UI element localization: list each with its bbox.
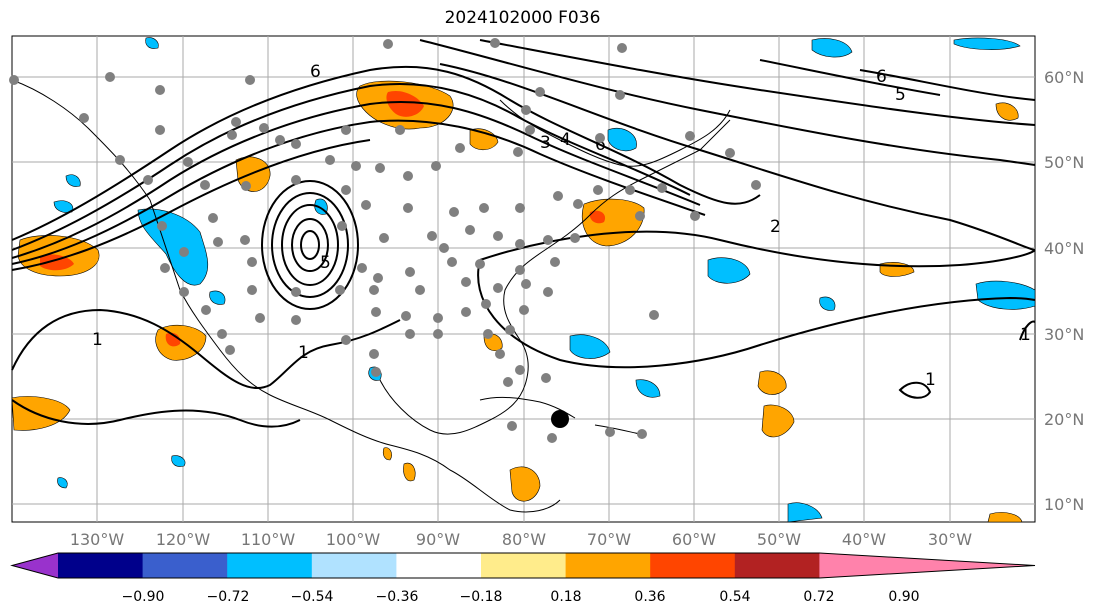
colorbar-extend-left [12, 553, 58, 578]
colorbar [10, 552, 1036, 579]
lon-label-70w: 70°W [587, 530, 631, 549]
colorbar-segment [650, 553, 736, 578]
lat-label-20n: 20°N [1044, 410, 1084, 429]
station-markers [9, 38, 761, 443]
colorbar-tick: 0.72 [803, 589, 834, 605]
colorbar-tick: −0.36 [376, 589, 419, 605]
lat-label-40n: 40°N [1044, 239, 1084, 258]
colorbar-segment [396, 553, 482, 578]
map-title: 2024102000 F036 [444, 8, 601, 28]
lon-label-50w: 50°W [757, 530, 801, 549]
contour-label-5b: 5 [320, 253, 331, 273]
colorbar-tick: −0.54 [291, 589, 334, 605]
contour-label-6: 6 [310, 62, 321, 82]
colorbar-tick: −0.90 [122, 589, 165, 605]
contour-label-1: 1 [92, 330, 103, 350]
contour-label-1b: 1 [298, 343, 309, 363]
colorbar-tick: −0.72 [207, 589, 250, 605]
colorbar-segment [481, 553, 567, 578]
colorbar-tick: 0.36 [634, 589, 665, 605]
colorbar-tick: 0.54 [719, 589, 750, 605]
contour-labels: 6 5 4 3 6 6 5 2 1 1 1 1 [92, 62, 1031, 390]
lat-label-50n: 50°N [1044, 153, 1084, 172]
lon-label-130w: 130°W [70, 530, 125, 549]
contour-label-3: 3 [540, 133, 551, 153]
storm-center-marker [551, 410, 569, 428]
lon-label-40w: 40°W [842, 530, 886, 549]
colorbar-segment [227, 553, 313, 578]
contour-label-6b: 6 [595, 135, 606, 155]
longitude-axis: 130°W 120°W 110°W 100°W 90°W 80°W 70°W 6… [70, 530, 972, 549]
lat-label-30n: 30°N [1044, 325, 1084, 344]
colorbar-segment [565, 553, 651, 578]
contour-label-1d: 1 [1020, 325, 1031, 345]
colorbar-tick: 0.18 [550, 589, 581, 605]
latitude-axis: 60°N 50°N 40°N 30°N 20°N 10°N [1044, 68, 1084, 514]
lon-label-100w: 100°W [326, 530, 381, 549]
lat-label-60n: 60°N [1044, 68, 1084, 87]
colorbar-segment [58, 553, 144, 578]
contour-label-4: 4 [560, 130, 571, 150]
lat-label-10n: 10°N [1044, 495, 1084, 514]
contour-label-2: 2 [770, 217, 781, 237]
colorbar-extend-right [819, 553, 1035, 578]
contours [11, 39, 1036, 428]
contour-label-6c: 6 [876, 67, 887, 87]
lon-label-90w: 90°W [416, 530, 460, 549]
colorbar-outline [10, 552, 1036, 579]
lon-label-30w: 30°W [928, 530, 972, 549]
contour-label-1c: 1 [925, 370, 936, 390]
colorbar-tick: 0.90 [888, 589, 919, 605]
lon-label-80w: 80°W [502, 530, 546, 549]
colorbar-segment [142, 553, 228, 578]
lon-label-120w: 120°W [156, 530, 211, 549]
lon-label-60w: 60°W [672, 530, 716, 549]
colorbar-segment [311, 553, 397, 578]
lon-label-110w: 110°W [241, 530, 296, 549]
contour-label-5: 5 [895, 85, 906, 105]
colorbar-segment [734, 553, 820, 578]
colorbar-tick: −0.18 [460, 589, 503, 605]
colorbar-ticks: −0.90 −0.72 −0.54 −0.36 −0.18 0.18 0.36 … [122, 589, 920, 605]
